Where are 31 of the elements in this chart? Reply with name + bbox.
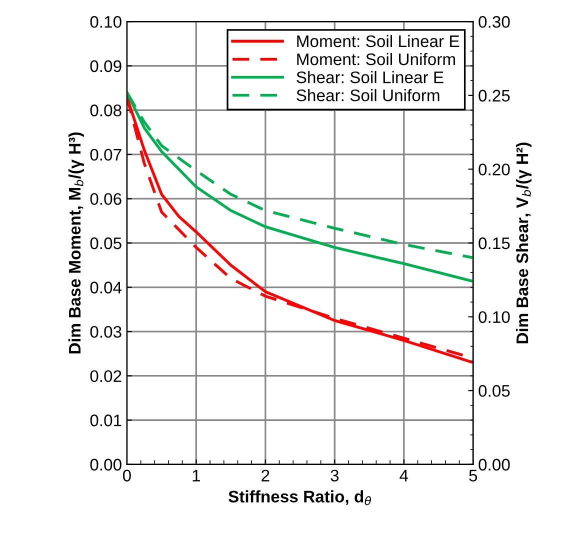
x-tick-label: 4 — [400, 470, 408, 482]
x-tick-label: 3 — [330, 470, 339, 482]
y-axis-title: Dim Base Moment, M$_{b}$/(γ H³) — [68, 132, 84, 354]
y2-tick-label: 0.15 — [478, 237, 510, 250]
y-tick-label: 0.01 — [90, 414, 122, 426]
y2-tick-label: 0.00 — [478, 458, 510, 471]
y-tick-label: 0.09 — [90, 60, 122, 72]
legend-label: Moment: Soil Linear E — [297, 34, 460, 48]
y-tick-label: 0.00 — [90, 458, 122, 471]
y-tick-label: 0.07 — [90, 148, 122, 161]
y2-tick-label: 0.25 — [478, 90, 510, 102]
y2-tick-label: 0.20 — [478, 164, 510, 176]
y-tick-label: 0.04 — [90, 282, 122, 294]
y-tick-label: 0.03 — [90, 326, 122, 338]
legend-label: Moment: Soil Uniform — [297, 52, 455, 66]
x-tick-label: 5 — [469, 470, 478, 482]
x-tick-label: 2 — [262, 470, 270, 482]
y-tick-label: 0.08 — [90, 104, 122, 116]
y-tick-label: 0.05 — [90, 237, 122, 250]
x-tick-label: 1 — [192, 470, 200, 482]
legend-label: Shear: Soil Uniform — [296, 89, 440, 102]
y-tick-label: 0.10 — [90, 16, 122, 28]
x-axis-title: Stiffness Ratio, d$_{θ}$ — [228, 490, 372, 506]
y-tick-label: 0.06 — [90, 193, 122, 205]
y2-tick-label: 0.30 — [478, 16, 510, 28]
y-tick-label: 0.02 — [90, 370, 122, 382]
y2-tick-label: 0.10 — [478, 311, 510, 324]
legend-label: Shear: Soil Linear E — [296, 71, 444, 84]
y2-tick-label: 0.05 — [478, 385, 510, 397]
y2-axis-title: Dim Base Shear, V$_{b}$/(γ H²) — [516, 142, 532, 344]
x-tick-label: 0 — [122, 470, 131, 482]
